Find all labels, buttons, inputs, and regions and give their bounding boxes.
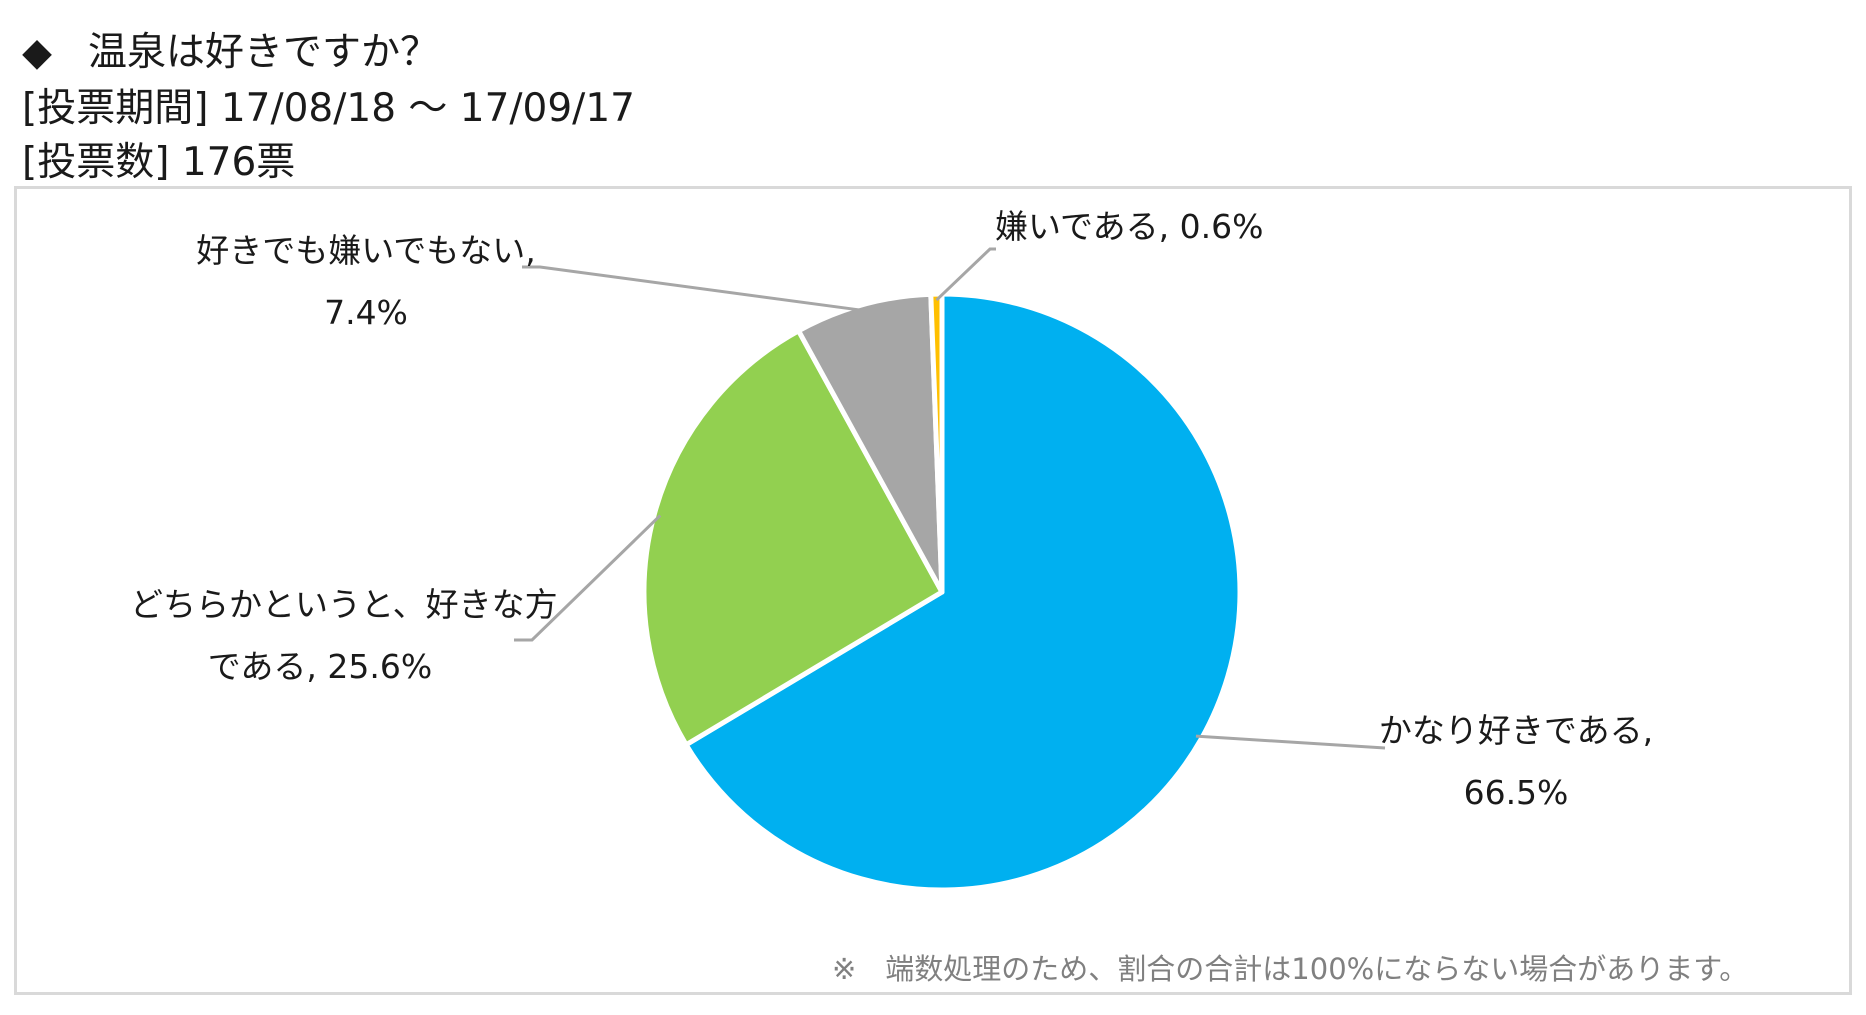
slice-label-neutral: 好きでも嫌いでもない, 7.4%: [196, 220, 536, 344]
vote-count-label: [投票数]: [22, 140, 170, 185]
voting-period-label: [投票期間]: [22, 86, 209, 131]
leader-lines: [514, 247, 1386, 750]
voting-period-value: 17/08/18 ～ 17/09/17: [220, 86, 635, 131]
slice-label-name: どちらかというと、好きな方: [130, 585, 558, 624]
question-text: 温泉は好きですか？: [88, 30, 440, 75]
leader-line: [514, 514, 662, 642]
voting-period: [投票期間] 17/08/18 ～ 17/09/17: [22, 84, 635, 134]
slice-label-name: 嫌いである,: [995, 207, 1170, 246]
pie-slices: [641, 291, 1243, 893]
vote-count-value: 176票: [181, 140, 296, 185]
slice-label-name: かなり好きである,: [1378, 711, 1654, 750]
slice-label-name: 好きでも嫌いでもない,: [196, 231, 536, 270]
pie-slice-neutral: [796, 291, 945, 595]
diamond-bullet-icon: ◆: [22, 30, 52, 75]
leader-line: [935, 247, 996, 302]
pie-slice-very-much-like: [683, 291, 1243, 893]
footnote: ※ 端数処理のため、割合の合計は100%にならない場合があります。: [832, 952, 1749, 986]
slice-label-somewhat-like: どちらかというと、好きな方 である, 25.6%: [130, 574, 558, 698]
slice-label-value: 0.6%: [1179, 207, 1264, 246]
slice-label-value: 66.5%: [1463, 773, 1569, 812]
pie-slice-somewhat-like: [641, 328, 945, 748]
slice-label-dislike: 嫌いである, 0.6%: [995, 196, 1295, 258]
chart-title: ◆ 温泉は好きですか？: [22, 28, 439, 78]
leader-line: [1195, 734, 1386, 750]
slice-label-value: 7.4%: [324, 293, 408, 332]
chart-frame: [14, 186, 1852, 995]
slice-label-very-much-like: かなり好きである, 66.5%: [1376, 700, 1656, 824]
leader-line: [522, 265, 865, 313]
slice-label-value: である, 25.6%: [207, 647, 433, 686]
vote-count: [投票数] 176票: [22, 138, 295, 188]
